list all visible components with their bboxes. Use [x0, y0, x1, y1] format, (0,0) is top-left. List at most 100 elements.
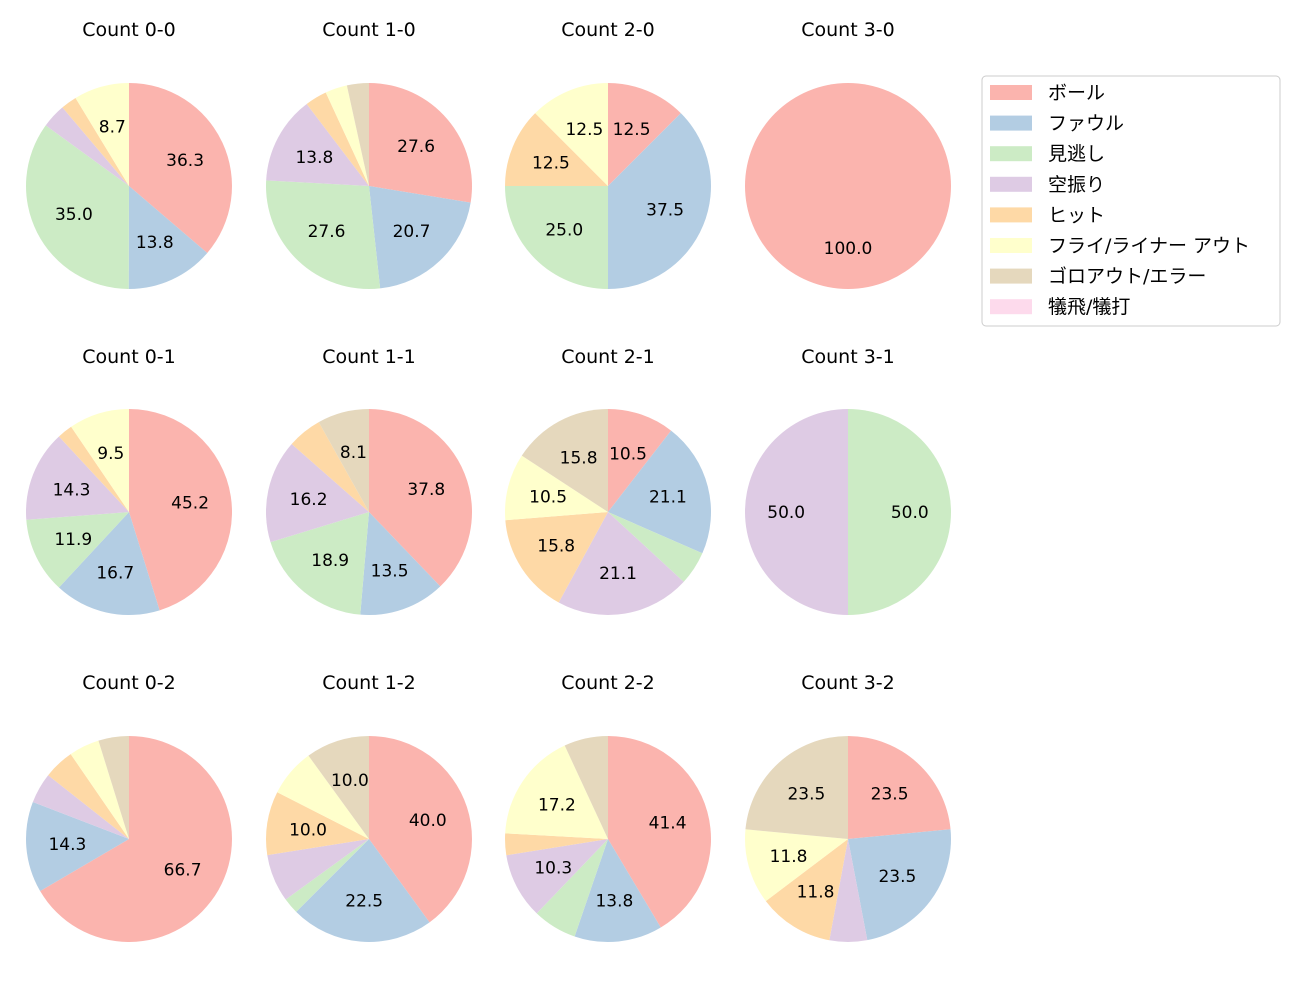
- slice-label: 50.0: [767, 503, 805, 523]
- pie-title: Count 0-0: [82, 19, 176, 41]
- pie-slice: [128, 186, 208, 290]
- slice-label: 23.5: [787, 784, 825, 804]
- pie-title: Count 1-0: [322, 19, 416, 41]
- pie-slice: [26, 512, 129, 588]
- slice-label: 36.3: [166, 151, 204, 171]
- legend-item: ヒット: [990, 204, 1105, 226]
- slice-label: 35.0: [55, 205, 93, 225]
- pie-slice: [535, 83, 608, 186]
- pie-slice: [564, 736, 608, 839]
- pie-title: Count 1-1: [322, 346, 416, 368]
- legend-item: ゴロアウト/エラー: [990, 266, 1206, 288]
- slice-label: 100.0: [824, 239, 873, 259]
- pie-slice: [608, 430, 711, 554]
- legend-swatch: [990, 238, 1032, 253]
- slice-label: 16.7: [96, 563, 134, 583]
- slice-label: 11.8: [797, 883, 835, 903]
- slice-label: 16.2: [290, 490, 328, 510]
- slice-label: 21.1: [649, 488, 687, 508]
- pie-8: Count 3-1 50.0 50.0: [745, 346, 951, 615]
- pie-slice: [306, 92, 369, 186]
- pie-12: Count 3-2 23.5 23.5 11.8 11.8 23.5: [745, 672, 951, 942]
- pie-slice: [26, 125, 130, 289]
- pie-3: Count 2-0 12.5 37.5 25.0 12.5 12.5: [505, 19, 711, 289]
- slice-label: 37.5: [646, 201, 684, 221]
- legend-item: ファウル: [990, 113, 1124, 135]
- legend-label: ゴロアウト/エラー: [1048, 266, 1206, 288]
- pie-slice: [62, 97, 129, 186]
- pie-slice: [346, 83, 369, 186]
- legend-label: 見逃し: [1048, 143, 1105, 165]
- pie-slice: [848, 829, 951, 941]
- pie-slice: [40, 736, 232, 943]
- pie-6: Count 1-1 37.8 13.5 18.9 16.2 8.1: [265, 346, 472, 616]
- legend-label: ヒット: [1048, 204, 1105, 226]
- pie-slice: [58, 512, 160, 616]
- legend-item: フライ/ライナー アウト: [990, 235, 1250, 257]
- legend-item: ボール: [990, 82, 1105, 104]
- pie-1: Count 0-0 36.3 13.8 35.0 8.7: [26, 19, 232, 290]
- pie-slice: [505, 113, 608, 186]
- pie-slice: [505, 745, 608, 839]
- slice-label: 18.9: [311, 551, 349, 571]
- slice-label: 10.3: [534, 859, 572, 879]
- slice-label: 13.5: [371, 561, 409, 581]
- pie-slice: [266, 104, 369, 186]
- pie-slice: [506, 839, 608, 914]
- slice-label: 23.5: [871, 784, 909, 804]
- slice-label: 10.5: [529, 488, 567, 508]
- slice-label: 13.8: [136, 233, 174, 253]
- pie-slice: [369, 409, 472, 587]
- pie-slice: [829, 839, 868, 942]
- slice-label: 23.5: [878, 867, 916, 887]
- slice-label: 66.7: [164, 861, 202, 881]
- slice-label: 40.0: [409, 811, 447, 831]
- pie-slice: [848, 409, 951, 615]
- slice-label: 12.5: [565, 120, 603, 140]
- pie-slice: [558, 512, 684, 616]
- pie-7: Count 2-1 10.5 21.1 21.1 15.8 10.5 15.8: [505, 346, 711, 616]
- pie-slice: [265, 443, 369, 543]
- pie-slice: [505, 512, 608, 603]
- slice-label: 13.8: [595, 892, 633, 912]
- pie-slice: [608, 409, 672, 512]
- legend-swatch: [990, 115, 1032, 131]
- legend-label: 空振り: [1048, 174, 1105, 196]
- pie-title: Count 2-0: [561, 19, 655, 41]
- slice-label: 37.8: [407, 480, 445, 500]
- pie-title: Count 1-2: [322, 672, 416, 694]
- pie-5: Count 0-1 45.2 16.711.9 14.3 9.5: [25, 346, 233, 616]
- legend-item: 空振り: [990, 174, 1105, 196]
- pie-slice: [266, 792, 369, 856]
- pie-slice: [745, 409, 848, 615]
- pie-slice: [71, 409, 129, 512]
- pie-slice: [98, 736, 129, 839]
- legend-swatch: [990, 85, 1032, 100]
- slice-label: 45.2: [171, 494, 209, 514]
- pie-title: Count 0-2: [82, 672, 176, 694]
- slice-label: 8.1: [340, 443, 367, 463]
- slice-label: 11.8: [770, 847, 808, 867]
- pie-title: Count 3-1: [801, 346, 895, 368]
- pie-slice: [285, 839, 369, 912]
- pie-slice: [608, 83, 681, 186]
- pie-slice: [296, 839, 430, 942]
- pie-slice: [270, 512, 369, 615]
- pie-title: Count 2-2: [561, 672, 655, 694]
- legend-frame: [981, 75, 1281, 327]
- pie-slice: [129, 409, 233, 611]
- pie-slice: [505, 186, 608, 289]
- slice-label: 17.2: [538, 795, 576, 815]
- pie-slice: [265, 180, 381, 290]
- pie-slice: [369, 83, 472, 203]
- pie-slice: [608, 113, 711, 289]
- pie-slice: [325, 85, 369, 186]
- legend-item: 見逃し: [990, 143, 1105, 165]
- legend-swatch: [990, 268, 1032, 284]
- pie-slice: [745, 83, 951, 289]
- pie-slice: [505, 833, 608, 856]
- pie-slice: [745, 736, 848, 839]
- slice-label: 10.0: [331, 771, 369, 791]
- pie-slice: [848, 736, 951, 839]
